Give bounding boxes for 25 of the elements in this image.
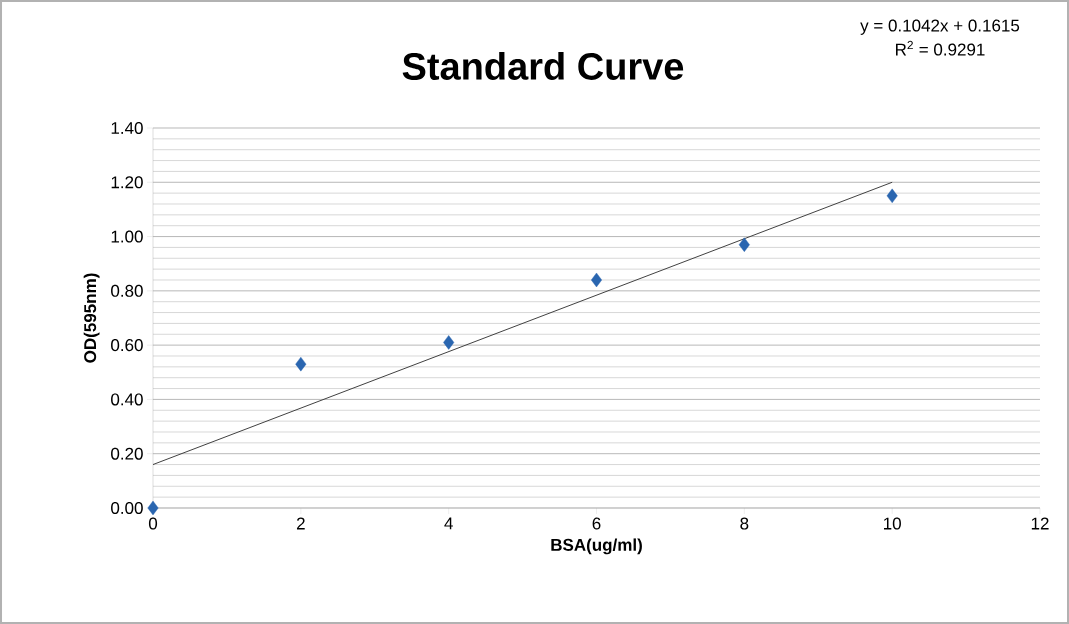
x-tick-label: 12 <box>1031 517 1049 530</box>
x-tick-label: 6 <box>592 517 601 530</box>
y-tick-label: 0.60 <box>111 339 143 352</box>
y-tick-label: 0.80 <box>111 284 143 297</box>
text: y = 0.1042x + 0.1615 <box>860 19 1020 35</box>
point <box>886 188 898 204</box>
y-tick-label: 1.40 <box>111 121 143 135</box>
y-axis-title: OD(595nm) <box>83 273 100 363</box>
point <box>295 356 307 372</box>
y-tick-label: 0.20 <box>111 447 143 460</box>
y-tick-label: 1.00 <box>111 230 143 243</box>
point <box>147 500 159 516</box>
chart-title: Standard Curve <box>402 52 684 80</box>
point <box>738 237 750 252</box>
x-tick-label: 0 <box>148 517 158 530</box>
x-tick-label: 8 <box>740 517 749 530</box>
y-tick-label: 1.20 <box>111 176 143 189</box>
point <box>443 335 455 350</box>
y-tick-label: 0.00 <box>111 501 143 515</box>
x-tick-label: 2 <box>296 517 305 530</box>
x-tick-label: 4 <box>444 517 453 530</box>
text: R$^{2}$ = 0.9291 <box>896 40 985 56</box>
x-tick-label: 10 <box>884 517 901 530</box>
y-tick-label: 0.40 <box>111 393 143 406</box>
x-axis-title: BSA(ug/ml) <box>551 538 642 555</box>
